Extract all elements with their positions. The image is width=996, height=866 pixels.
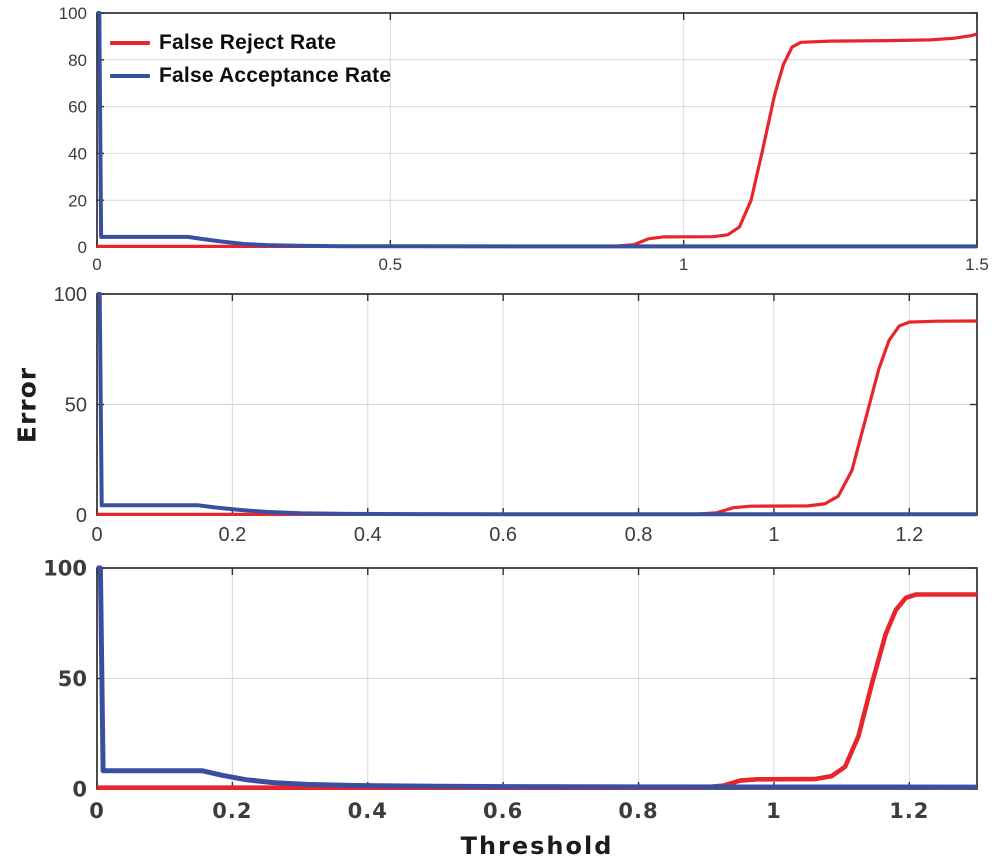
subplot-1-xtick-label: 0.5 [379,255,403,274]
legend-item-false-reject-rate: False Reject Rate [110,26,391,59]
subplot-1: 0 0.5 1 1.5 0 20 40 60 80 100 [59,4,989,274]
subplot-3-xtick-label: 0.4 [348,799,388,823]
subplot-2-far-line [97,292,978,517]
subplot-2-xtick-label: 0.4 [354,524,382,546]
subplot-3-xtick-label: 0.6 [483,799,523,823]
subplot-1-ytick-label: 0 [78,238,87,257]
subplot-2-xtick-label: 0.6 [489,524,517,546]
legend: False Reject Rate False Acceptance Rate [110,26,391,92]
subplot-3-ytick-label: 0 [72,778,87,802]
legend-label: False Reject Rate [159,31,337,54]
subplot-3-ytick-label: 50 [58,667,87,691]
subplot-2-xtick-label: 0 [91,524,102,546]
subplot-1-ytick-label: 40 [68,145,87,164]
subplot-2-xtick-label: 1.2 [895,524,923,546]
legend-item-false-acceptance-rate: False Acceptance Rate [110,59,391,92]
subplot-2-xtick-label: 0.8 [625,524,653,546]
subplot-1-xtick-label: 0 [92,255,101,274]
x-axis-label: Threshold [460,832,614,860]
subplot-1-far-line [97,11,977,249]
subplot-1-xtick-label: 1.5 [965,255,989,274]
subplot-3-frr-line [97,592,977,791]
subplot-1-ytick-label: 80 [68,51,87,70]
subplot-2-frr-line [97,319,978,516]
subplot-3-ytick-label: 100 [43,557,87,581]
legend-label: False Acceptance Rate [159,64,392,87]
subplot-3-xtick-label: 0.2 [212,799,252,823]
blue-line-swatch [110,73,150,78]
subplot-1-ytick-label: 60 [68,98,87,117]
subplot-1-xtick-label: 1 [679,255,688,274]
subplot-1-ytick-label: 20 [68,191,87,210]
subplot-3-xtick-label: 1 [766,799,782,823]
subplot-2-ytick-label: 50 [65,395,87,417]
subplot-2-ytick-label: 0 [76,505,87,527]
subplot-2-ytick-label: 100 [54,284,87,306]
subplot-3-xtick-label: 0 [89,799,105,823]
subplot-3-xtick-label: 1.2 [889,799,929,823]
subplot-1-frr-line [97,32,978,248]
subplot-3-xtick-label: 0.8 [618,799,658,823]
subplot-3: 0 0.2 0.4 0.6 0.8 1 1.2 0 50 100 [43,557,978,823]
red-line-swatch [110,40,150,45]
subplot-2-xtick-label: 1 [768,524,779,546]
subplot-1-ytick-label: 100 [59,4,87,23]
y-axis-label: Error [12,366,42,444]
subplot-3-far-line [97,565,978,790]
subplot-2-xtick-label: 0.2 [218,524,246,546]
subplot-2: 0 0.2 0.4 0.6 0.8 1 1.2 0 50 100 [54,284,978,546]
